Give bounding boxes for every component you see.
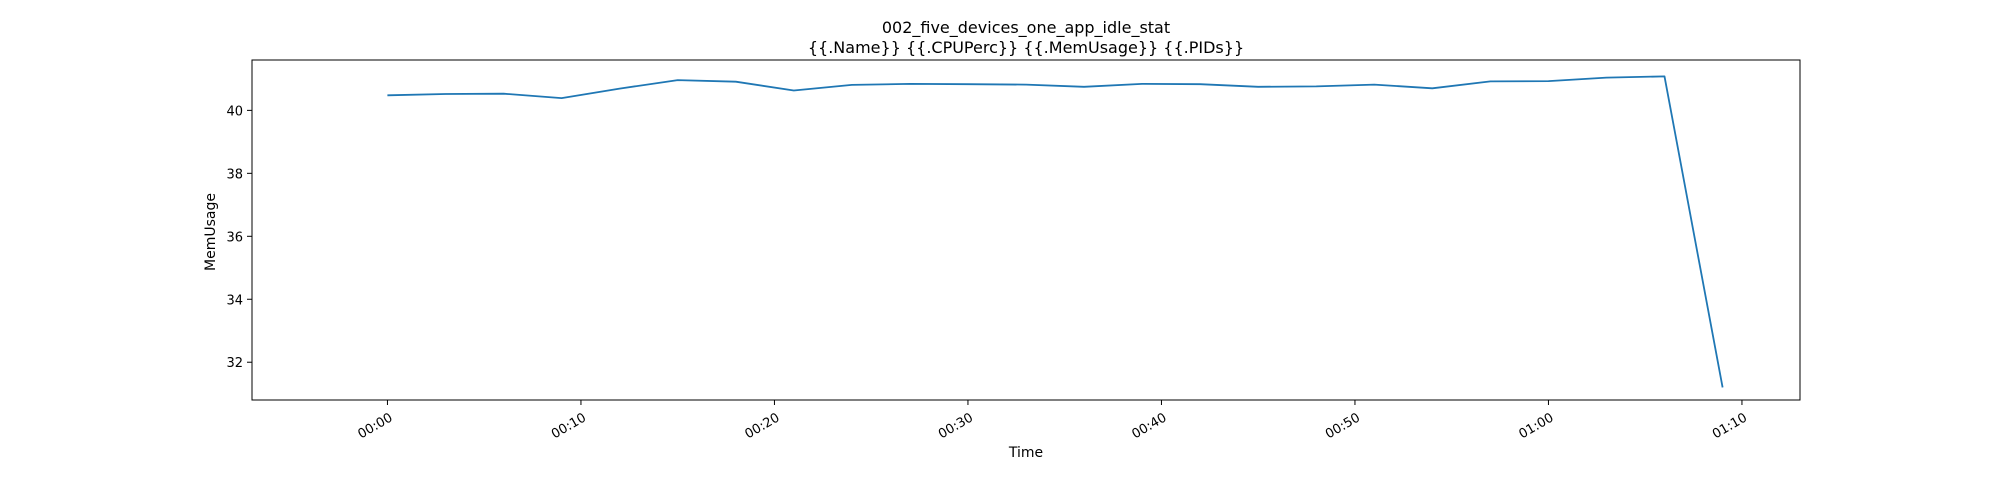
plot-frame <box>251 59 1801 401</box>
y-tick-label: 32 <box>226 356 243 371</box>
chart-subtitle: {{.Name}} {{.CPUPerc}} {{.MemUsage}} {{.… <box>808 38 1244 57</box>
series-line <box>387 75 1724 388</box>
x-axis-label: Time <box>1008 445 1043 461</box>
y-tick-label: 40 <box>226 104 243 119</box>
y-tick-label: 36 <box>226 230 243 245</box>
y-axis-label: MemUsage <box>203 193 219 271</box>
y-tick-label: 38 <box>226 167 243 182</box>
y-tick-label: 34 <box>226 293 243 308</box>
chart-title: 002_five_devices_one_app_idle_stat <box>882 18 1170 38</box>
